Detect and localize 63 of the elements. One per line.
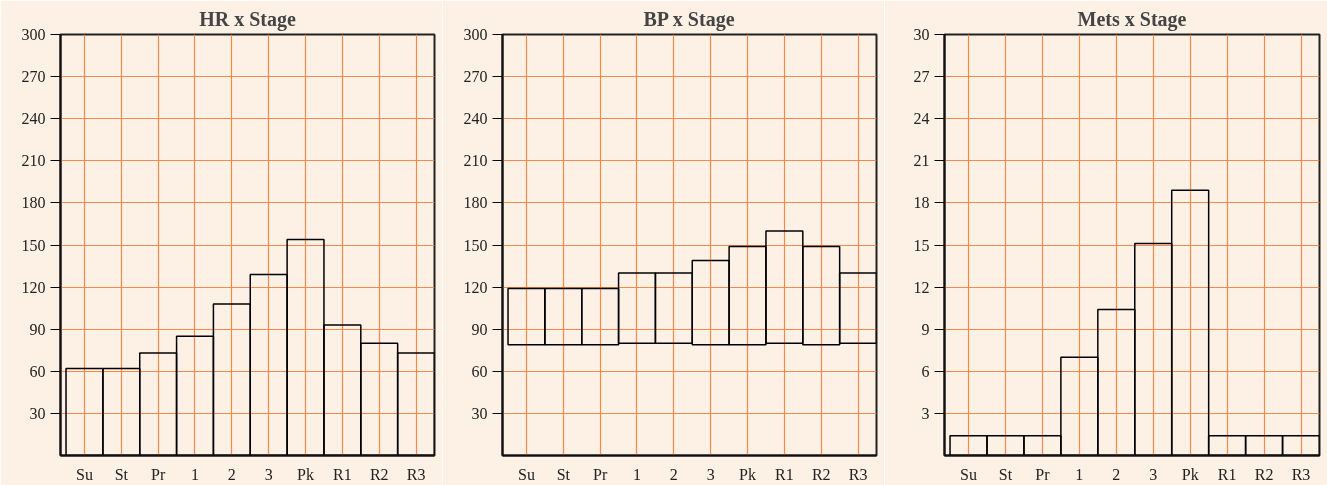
y-tick-label: 270 bbox=[463, 68, 488, 86]
x-tick-label: Pr bbox=[1035, 465, 1051, 483]
x-tick-label: Su bbox=[76, 465, 93, 483]
x-tick-label: 2 bbox=[1112, 465, 1121, 483]
x-tick-label: R1 bbox=[333, 465, 352, 483]
y-tick-label: 240 bbox=[21, 110, 46, 128]
x-tick-label: R1 bbox=[775, 465, 794, 483]
y-tick-label: 3 bbox=[921, 404, 930, 422]
y-tick-label: 60 bbox=[471, 362, 488, 380]
x-tick-label: R1 bbox=[1217, 465, 1237, 483]
x-tick-label: Pk bbox=[1181, 465, 1199, 483]
y-tick-label: 150 bbox=[463, 236, 488, 254]
y-tick-label: 27 bbox=[913, 68, 930, 86]
y-tick-label: 90 bbox=[29, 320, 46, 338]
x-tick-label: 1 bbox=[1075, 465, 1084, 483]
x-tick-label: Pr bbox=[151, 465, 166, 483]
y-tick-label: 30 bbox=[471, 404, 488, 422]
x-tick-label: 3 bbox=[706, 465, 715, 483]
x-tick-label: Su bbox=[518, 465, 535, 483]
x-tick-label: 2 bbox=[227, 465, 236, 483]
x-tick-label: Pk bbox=[297, 465, 314, 483]
chart-title: Mets x Stage bbox=[1077, 7, 1187, 31]
y-tick-label: 21 bbox=[913, 152, 930, 170]
y-tick-label: 180 bbox=[21, 194, 46, 212]
x-tick-label: R2 bbox=[369, 465, 389, 483]
x-tick-label: R2 bbox=[1254, 465, 1274, 483]
y-tick-label: 210 bbox=[463, 152, 488, 170]
x-tick-label: R3 bbox=[406, 465, 426, 483]
y-tick-label: 210 bbox=[21, 152, 46, 170]
x-tick-label: 1 bbox=[190, 465, 199, 483]
x-tick-label: R2 bbox=[811, 465, 831, 483]
y-tick-label: 90 bbox=[471, 320, 488, 338]
x-tick-label: R3 bbox=[1291, 465, 1311, 483]
y-tick-label: 18 bbox=[913, 194, 930, 212]
x-tick-label: St bbox=[114, 465, 129, 483]
y-tick-label: 15 bbox=[913, 236, 930, 254]
y-tick-label: 30 bbox=[29, 404, 46, 422]
y-tick-label: 9 bbox=[921, 320, 930, 338]
x-tick-label: St bbox=[556, 465, 571, 483]
x-tick-label: 2 bbox=[669, 465, 678, 483]
y-tick-label: 120 bbox=[21, 278, 46, 296]
x-tick-label: 3 bbox=[1149, 465, 1158, 483]
y-tick-label: 120 bbox=[463, 278, 488, 296]
x-tick-label: 3 bbox=[264, 465, 273, 483]
x-tick-label: Pr bbox=[593, 465, 608, 483]
y-tick-label: 300 bbox=[21, 26, 46, 43]
y-tick-label: 300 bbox=[463, 26, 488, 43]
x-tick-label: Su bbox=[960, 465, 977, 483]
y-tick-label: 270 bbox=[21, 68, 46, 86]
y-tick-label: 240 bbox=[463, 110, 488, 128]
chart-title: HR x Stage bbox=[199, 7, 296, 31]
y-tick-label: 60 bbox=[29, 362, 46, 380]
x-tick-label: R3 bbox=[848, 465, 868, 483]
x-tick-label: Pk bbox=[739, 465, 756, 483]
y-tick-label: 24 bbox=[913, 110, 930, 128]
x-tick-label: 1 bbox=[632, 465, 641, 483]
y-tick-label: 12 bbox=[913, 278, 930, 296]
y-tick-label: 6 bbox=[921, 362, 930, 380]
chart-title: BP x Stage bbox=[643, 7, 735, 31]
y-tick-label: 150 bbox=[21, 236, 46, 254]
x-tick-label: St bbox=[998, 465, 1013, 483]
y-tick-label: 30 bbox=[913, 26, 930, 43]
y-tick-label: 180 bbox=[463, 194, 488, 212]
